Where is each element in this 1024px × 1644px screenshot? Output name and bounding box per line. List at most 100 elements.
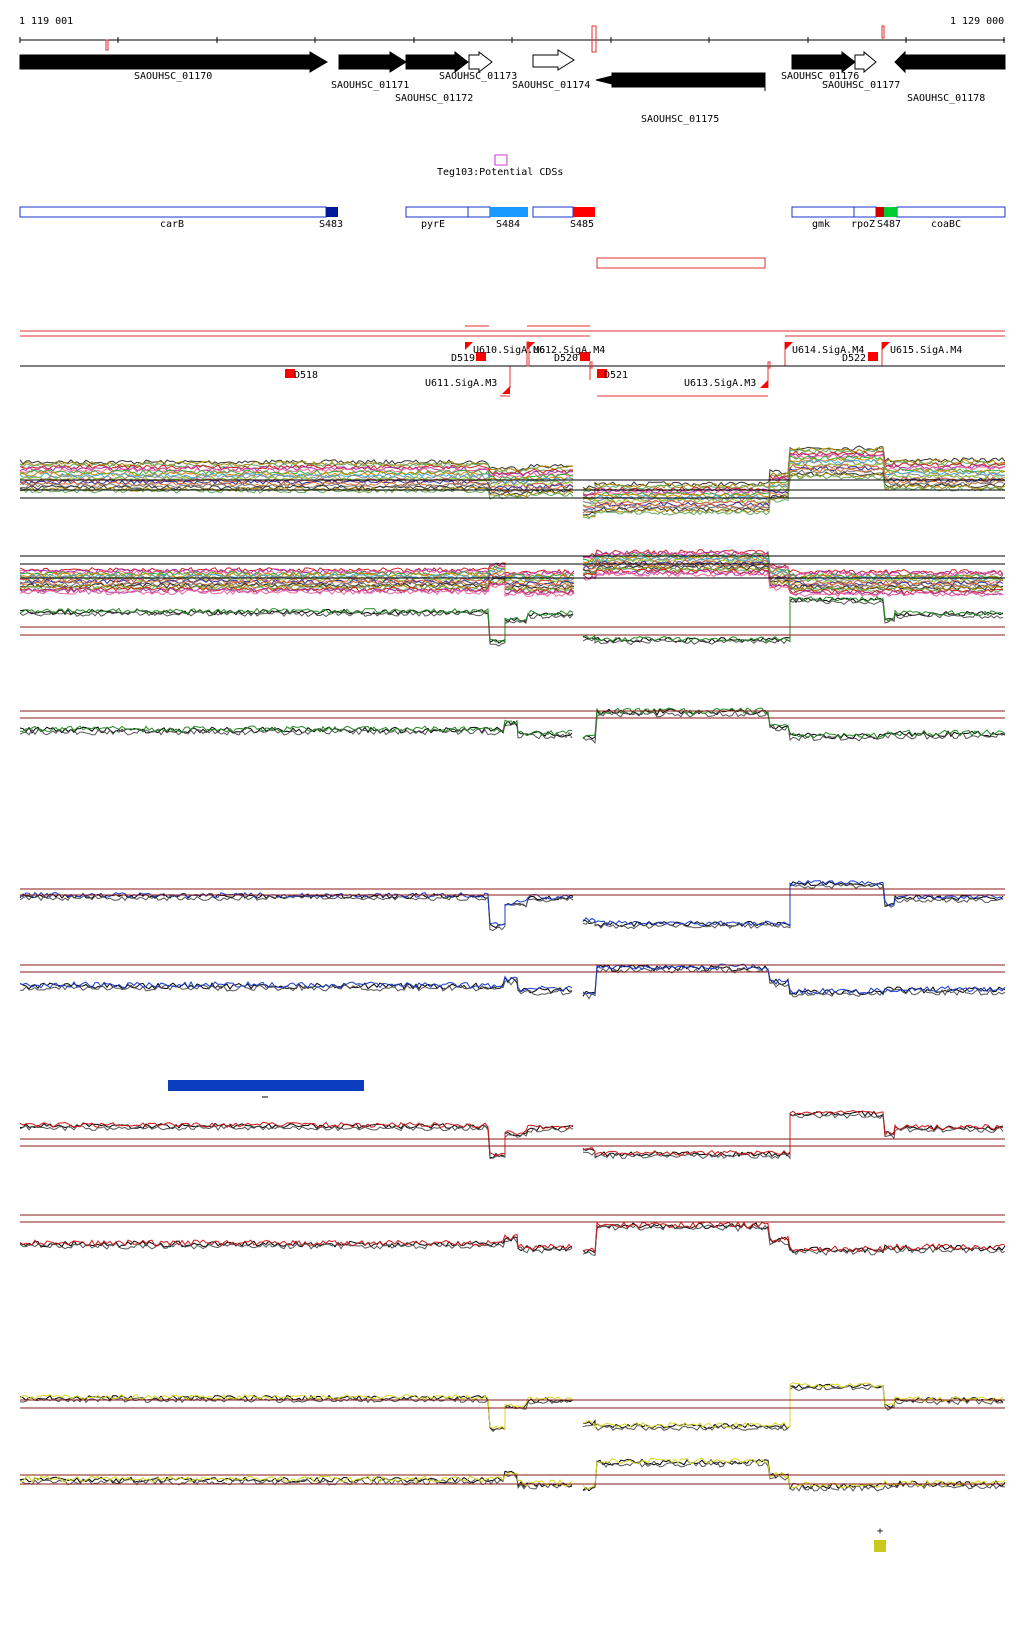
coord-end: 1 129 000	[950, 16, 1004, 27]
segment-label: S484	[496, 219, 520, 230]
gene-label: SAOUHSC_01178	[907, 93, 985, 104]
gene-arrow[interactable]	[532, 49, 575, 71]
segment-label: rpoZ	[851, 219, 875, 230]
breakpoint-marker[interactable]	[285, 369, 295, 378]
expression-line	[19, 966, 1006, 1000]
tu-label: U613.SigA.M3	[684, 378, 756, 389]
expression-line	[19, 467, 1006, 513]
expression-line	[19, 554, 1004, 581]
breakpoint-marker[interactable]	[597, 369, 607, 378]
segment-box[interactable]	[326, 207, 338, 217]
gene-label: SAOUHSC_01177	[822, 80, 900, 91]
expression-line	[19, 1384, 1004, 1432]
potential-cds-track: Teg103:Potential CDSs	[437, 154, 563, 178]
segment-box[interactable]	[19, 206, 327, 218]
expression-line-colored	[19, 1457, 1006, 1490]
segment-label: gmk	[812, 219, 830, 230]
coordinate-axis: 1 119 001 1 129 000	[19, 16, 1005, 53]
gene-label: SAOUHSC_01175	[641, 114, 719, 125]
expression-line	[19, 549, 1004, 576]
expression-line-colored	[19, 707, 1006, 739]
segment-label: S483	[319, 219, 343, 230]
potential-cds-label: Teg103:Potential CDSs	[437, 167, 563, 178]
expression-line	[19, 598, 1004, 647]
segment-label: S485	[570, 219, 594, 230]
gene-arrow[interactable]	[19, 51, 328, 73]
yellow-marker: +	[874, 1526, 886, 1552]
marker-square[interactable]	[874, 1540, 886, 1552]
breakpoint-label: D520	[554, 353, 578, 364]
segment-label: pyrE	[421, 219, 445, 230]
tu-label: U612.SigA.M4	[533, 345, 605, 356]
expression-line	[19, 460, 1006, 505]
expression-line	[19, 550, 1004, 577]
gene-label: SAOUHSC_01173	[439, 71, 517, 82]
breakpoint-label: D518	[294, 370, 318, 381]
gene-arrow[interactable]	[854, 50, 877, 74]
breakpoint-marker[interactable]	[476, 352, 486, 361]
segment-box[interactable]	[853, 206, 877, 218]
segment-box[interactable]	[791, 206, 855, 218]
breakpoint-label: D522	[842, 353, 866, 364]
marker-symbol: +	[877, 1526, 883, 1537]
segment-box[interactable]	[896, 206, 1006, 218]
annotation-bar[interactable]	[168, 1080, 364, 1091]
segment-track: carB S483 pyrE S484 S485 gmk rpoZ S487 c…	[19, 206, 1006, 230]
segment-box[interactable]	[532, 206, 574, 218]
expression-line	[19, 455, 1006, 500]
potential-cds-box[interactable]	[494, 154, 508, 166]
segment-label: S487	[877, 219, 901, 230]
expression-line	[19, 568, 1004, 595]
tu-label: U614.SigA.M4	[792, 345, 864, 356]
expression-line	[19, 558, 1004, 585]
tu-label: U615.SigA.M4	[890, 345, 962, 356]
gene-label: SAOUHSC_01171	[331, 80, 409, 91]
breakpoint-label: D521	[604, 370, 628, 381]
gene-arrow[interactable]	[468, 50, 493, 74]
expression-line-colored	[19, 1221, 1006, 1254]
expression-line	[19, 1224, 1006, 1257]
segment-label: carB	[160, 219, 184, 230]
gene-label: SAOUHSC_01170	[134, 71, 212, 82]
expression-line-colored	[19, 1382, 1004, 1431]
gene-arrow[interactable]	[894, 50, 1006, 74]
expression-line	[19, 571, 1004, 598]
expression-line	[19, 453, 1006, 500]
expression-line	[19, 596, 1004, 644]
tu-label: U610.SigA.M6	[473, 345, 545, 356]
expression-line-colored	[19, 1110, 1004, 1157]
tu-box[interactable]	[596, 257, 766, 269]
gene-arrow[interactable]	[405, 50, 469, 74]
gene-label: SAOUHSC_01172	[395, 93, 473, 104]
transcription-unit-track: U610.SigA.M6 U612.SigA.M4 U611.SigA.M3 U…	[20, 257, 1005, 397]
segment-box[interactable]	[884, 207, 897, 217]
gene-arrow[interactable]	[791, 50, 856, 74]
coord-start: 1 119 001	[19, 16, 73, 27]
gene-label: SAOUHSC_01174	[512, 80, 590, 91]
expression-tracks	[19, 445, 1006, 1492]
segment-box[interactable]	[467, 206, 491, 218]
breakpoint-marker[interactable]	[580, 352, 590, 361]
segment-box[interactable]	[405, 206, 469, 218]
expression-line	[19, 1383, 1004, 1431]
expression-line	[19, 1113, 1004, 1160]
expression-line-colored	[19, 595, 1004, 643]
breakpoint-marker[interactable]	[868, 352, 878, 361]
segment-box[interactable]	[490, 207, 528, 217]
expression-line	[19, 1460, 1006, 1492]
segment-box[interactable]	[573, 207, 595, 217]
gene-label: SAOUHSC_01176	[781, 71, 859, 82]
expression-line-colored	[19, 963, 1006, 996]
segment-box[interactable]	[876, 207, 884, 217]
breakpoint-label: D519	[451, 353, 475, 364]
gene-arrow[interactable]	[595, 72, 766, 88]
gene-track: SAOUHSC_01170 SAOUHSC_01171 SAOUHSC_0117…	[19, 49, 1006, 125]
segment-label: coaBC	[931, 219, 961, 230]
expression-line	[19, 710, 1006, 744]
expression-line	[19, 472, 1006, 518]
tu-label: U611.SigA.M3	[425, 378, 497, 389]
gene-arrow[interactable]	[338, 51, 407, 73]
expression-line	[19, 882, 1004, 932]
